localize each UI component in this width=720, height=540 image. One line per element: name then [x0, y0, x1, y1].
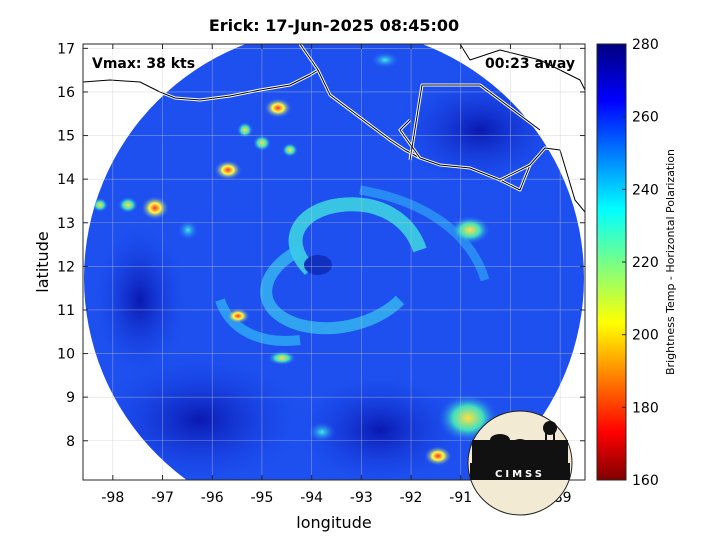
vmax-label: Vmax: 38 kts — [92, 56, 195, 72]
chart-title: Erick: 17-Jun-2025 08:45:00 — [209, 16, 459, 35]
x-tick-label: -95 — [250, 490, 273, 506]
y-tick-label: 11 — [57, 303, 75, 319]
logo-text: CIMSS — [495, 469, 545, 480]
colorbar-tick-label: 160 — [632, 473, 659, 489]
cimss-logo: CIMSS — [467, 410, 573, 516]
time-offset-label: 00:23 away — [485, 56, 575, 72]
x-tick-label: -94 — [300, 490, 323, 506]
y-tick-label: 14 — [57, 172, 75, 188]
colorbar-tick-label: 220 — [632, 255, 659, 271]
colorbar-ticks: 160 180 200 220 240 260 280 — [622, 37, 659, 489]
x-tick-label: -92 — [400, 490, 423, 506]
plot-area — [83, 44, 585, 480]
colorbar-tick-label: 280 — [632, 37, 659, 53]
colorbar-label: Brightness Temp - Horizontal Polarizatio… — [664, 149, 677, 375]
y-tick-label: 8 — [66, 434, 75, 450]
y-ticks: 8 9 10 11 12 13 14 15 16 17 — [57, 41, 585, 450]
y-tick-label: 10 — [57, 347, 75, 363]
y-tick-label: 9 — [66, 390, 75, 406]
y-axis-label: latitude — [33, 231, 52, 292]
x-tick-label: -91 — [449, 490, 472, 506]
x-tick-label: -96 — [201, 490, 224, 506]
y-tick-label: 13 — [57, 216, 75, 232]
microwave-swath — [84, 44, 584, 480]
y-tick-label: 16 — [57, 85, 75, 101]
y-tick-label: 17 — [57, 41, 75, 57]
grid — [83, 44, 585, 480]
colorbar-tick-label: 180 — [632, 400, 659, 416]
coastline — [83, 44, 585, 213]
colorbar-tick-label: 260 — [632, 110, 659, 126]
colorbar-tick-label: 240 — [632, 182, 659, 198]
x-tick-label: -98 — [101, 490, 124, 506]
x-axis-label: longitude — [296, 513, 371, 532]
colorbar-tick-label: 200 — [632, 328, 659, 344]
y-tick-label: 15 — [57, 129, 75, 145]
colorbar — [596, 43, 627, 481]
x-tick-label: -97 — [151, 490, 174, 506]
y-tick-label: 12 — [57, 259, 75, 275]
x-tick-label: -93 — [350, 490, 373, 506]
axes-box — [82, 43, 586, 481]
